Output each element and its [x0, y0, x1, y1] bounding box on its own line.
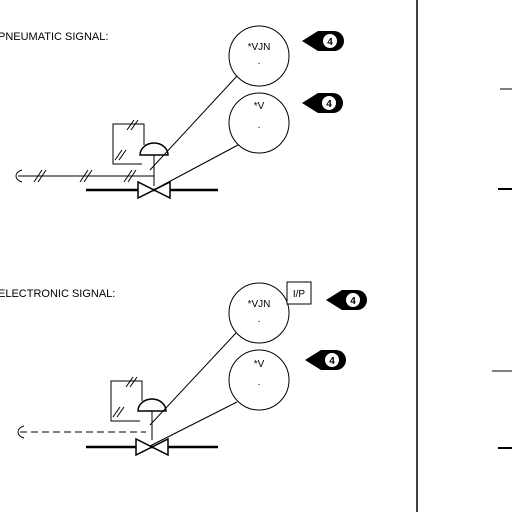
electronic-signal-line [17, 425, 146, 439]
electronic-upper-bubble-sub: . [258, 314, 261, 325]
pneumatic-lower-note-tag: 4 [302, 93, 343, 113]
electronic-leader-upper [149, 332, 237, 426]
pneumatic-control-valve [137, 180, 171, 200]
pneumatic-lower-bubble-label: *V [254, 101, 265, 112]
pneumatic-section: PNEUMATIC SIGNAL: *VJN . *V . 4 4 [0, 25, 344, 200]
electronic-lower-bubble-sub: . [258, 377, 261, 388]
electronic-positioner-box [110, 376, 143, 422]
electronic-lower-bubble-label: *V [254, 359, 265, 370]
electronic-upper-bubble: *VJN . [228, 282, 290, 344]
electronic-converter-box: I/P [286, 281, 312, 305]
electronic-upper-note: 4 [350, 296, 356, 307]
pneumatic-lower-bubble-sub: . [258, 120, 261, 131]
electronic-section: ELECTRONIC SIGNAL: *VJN . I/P *V . 4 4 [0, 281, 367, 457]
pneumatic-upper-note-tag: 4 [302, 31, 344, 51]
electronic-actuator-dome [137, 398, 167, 412]
electronic-upper-note-tag: 4 [326, 290, 367, 310]
electronic-title: ELECTRONIC SIGNAL: [0, 288, 115, 300]
electronic-converter-label: I/P [293, 289, 306, 300]
pneumatic-upper-bubble-sub: . [258, 56, 261, 67]
electronic-upper-bubble-label: *VJN [248, 299, 271, 310]
electronic-lower-note: 4 [329, 356, 335, 367]
pneumatic-upper-bubble-label: *VJN [248, 42, 271, 53]
pneumatic-actuator-dome [139, 142, 169, 156]
electronic-leader-lower [147, 401, 238, 448]
pneumatic-leader-upper [149, 75, 238, 171]
pneumatic-lower-note: 4 [326, 99, 332, 110]
pneumatic-lower-bubble: *V . [228, 92, 290, 154]
pneumatic-upper-bubble: *VJN . [228, 25, 290, 87]
pneumatic-signal-line [15, 169, 154, 183]
electronic-control-valve [135, 437, 169, 457]
pneumatic-title: PNEUMATIC SIGNAL: [0, 31, 108, 43]
pneumatic-positioner-box [112, 119, 145, 165]
electronic-lower-bubble: *V . [228, 349, 290, 411]
right-panel-fragments [492, 88, 512, 449]
pneumatic-upper-note: 4 [327, 37, 333, 48]
electronic-lower-note-tag: 4 [305, 350, 346, 370]
